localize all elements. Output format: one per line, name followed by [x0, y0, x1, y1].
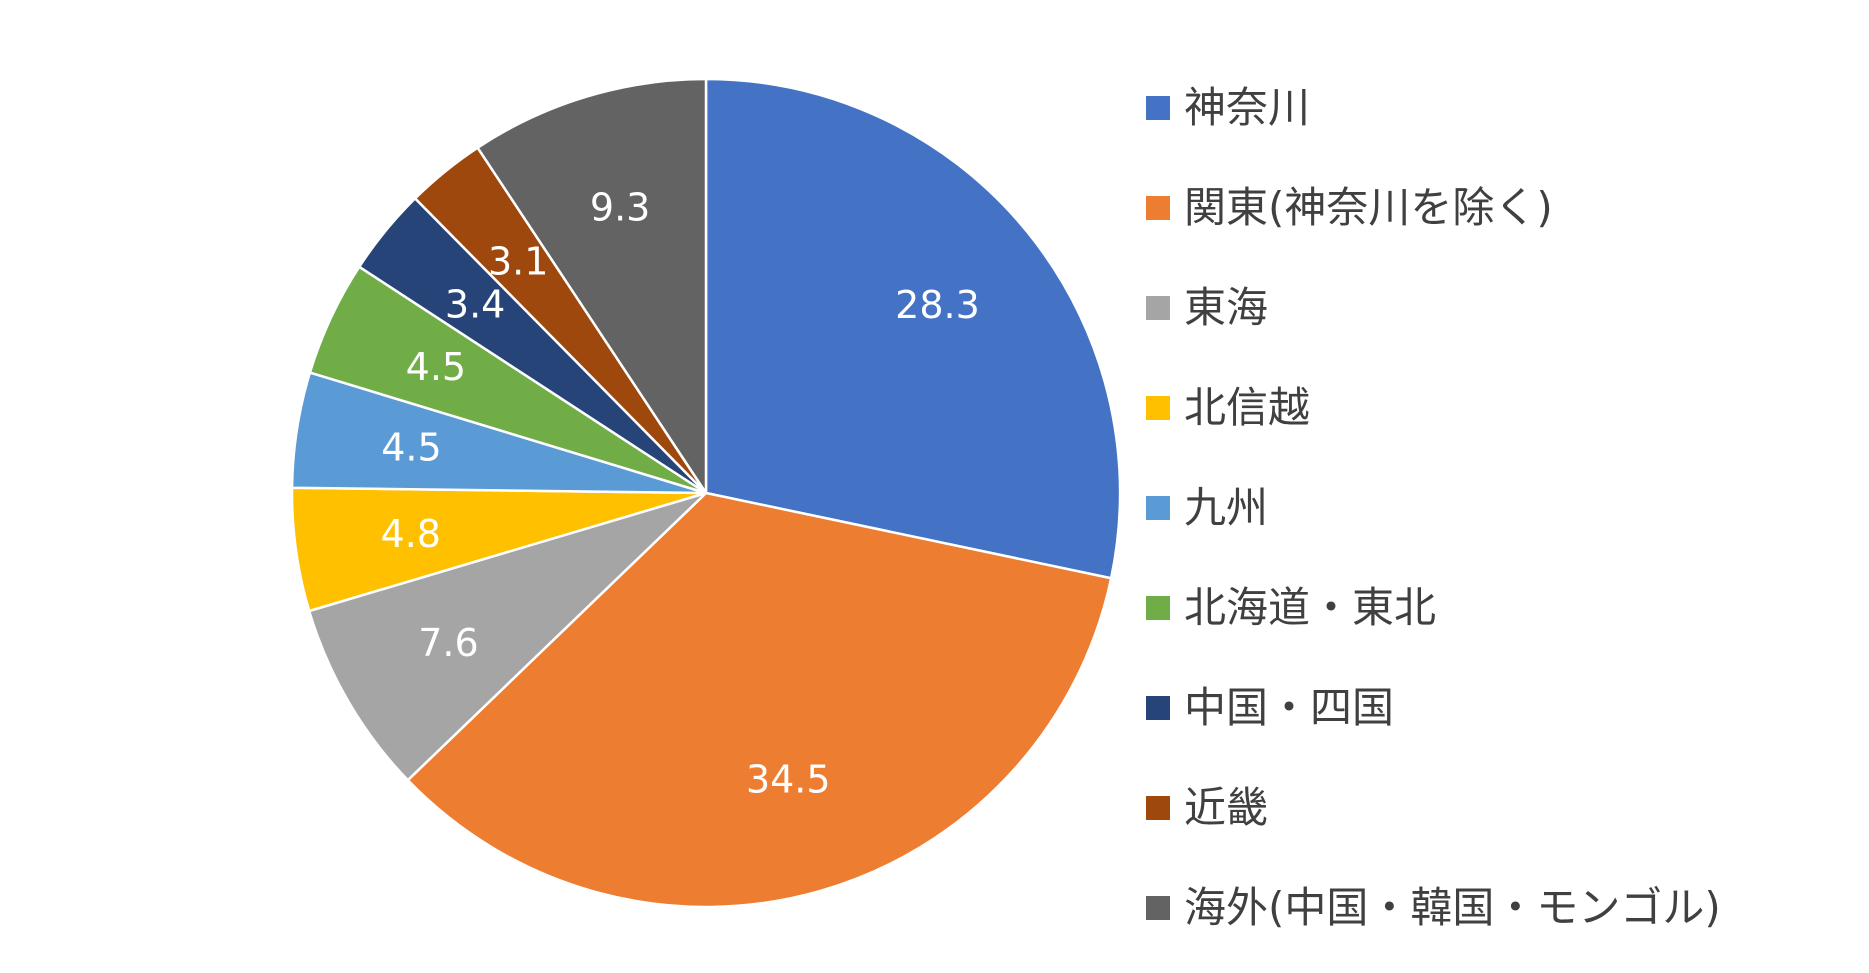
pie-value-label-2: 34.5 [746, 758, 831, 802]
legend-label: 近畿 [1184, 783, 1269, 832]
legend-swatch [1146, 496, 1170, 520]
pie-value-label-4: 4.8 [381, 512, 441, 556]
legend-swatch [1146, 796, 1170, 820]
pie-value-labels: 28.3 34.5 7.6 4.8 4.5 4.5 3.43.1 9.3 [381, 186, 980, 802]
pie-slice-9 [476, 77, 708, 495]
pie-plot: 28.3 34.5 7.6 4.8 4.5 4.5 3.43.1 9.3 [290, 77, 1122, 909]
legend-item-6: 北海道・東北 [1146, 558, 1721, 658]
legend-item-5: 九州 [1146, 458, 1721, 558]
pie-slice-1 [704, 77, 1122, 580]
legend-label: 海外(中国・韓国・モンゴル) [1184, 883, 1721, 932]
legend-swatch [1146, 96, 1170, 120]
legend-swatch [1146, 296, 1170, 320]
legend-item-2: 関東(神奈川を除く) [1146, 158, 1721, 258]
legend-item-4: 北信越 [1146, 358, 1721, 458]
legend-item-3: 東海 [1146, 258, 1721, 358]
legend-swatch [1146, 596, 1170, 620]
chart-legend: 神奈川関東(神奈川を除く) 東海北信越九州北海道・東北 中国・四国近畿海外(中国・韓… [1146, 58, 1721, 958]
pie-value-label-9: 9.3 [590, 186, 650, 230]
legend-item-9: 海外(中国・韓国・モンゴル) [1146, 858, 1721, 958]
legend-label: 関東(神奈川を除く) [1184, 183, 1553, 232]
pie-value-label-8: 3.1 [488, 240, 548, 284]
legend-swatch [1146, 196, 1170, 220]
legend-label: 中国・四国 [1184, 683, 1395, 732]
legend-label: 北海道・東北 [1184, 583, 1437, 632]
legend-label: 神奈川 [1184, 83, 1311, 132]
legend-swatch [1146, 896, 1170, 920]
legend-item-8: 近畿 [1146, 758, 1721, 858]
pie-value-label-3: 7.6 [418, 621, 478, 665]
pie-value-label-7: 3.4 [445, 282, 505, 326]
pie-slice-3 [307, 491, 708, 782]
legend-swatch [1146, 396, 1170, 420]
pie-slice-2 [406, 491, 1113, 909]
legend-label: 東海 [1184, 283, 1269, 332]
pie-value-label-6: 4.5 [406, 345, 466, 389]
legend-label: 九州 [1184, 483, 1269, 532]
pie-value-label-5: 4.5 [381, 425, 441, 469]
legend-item-1: 神奈川 [1146, 58, 1721, 158]
pie-value-label-1: 28.3 [895, 283, 980, 327]
legend-label: 北信越 [1184, 383, 1311, 432]
legend-swatch [1146, 696, 1170, 720]
legend-item-7: 中国・四国 [1146, 658, 1721, 758]
